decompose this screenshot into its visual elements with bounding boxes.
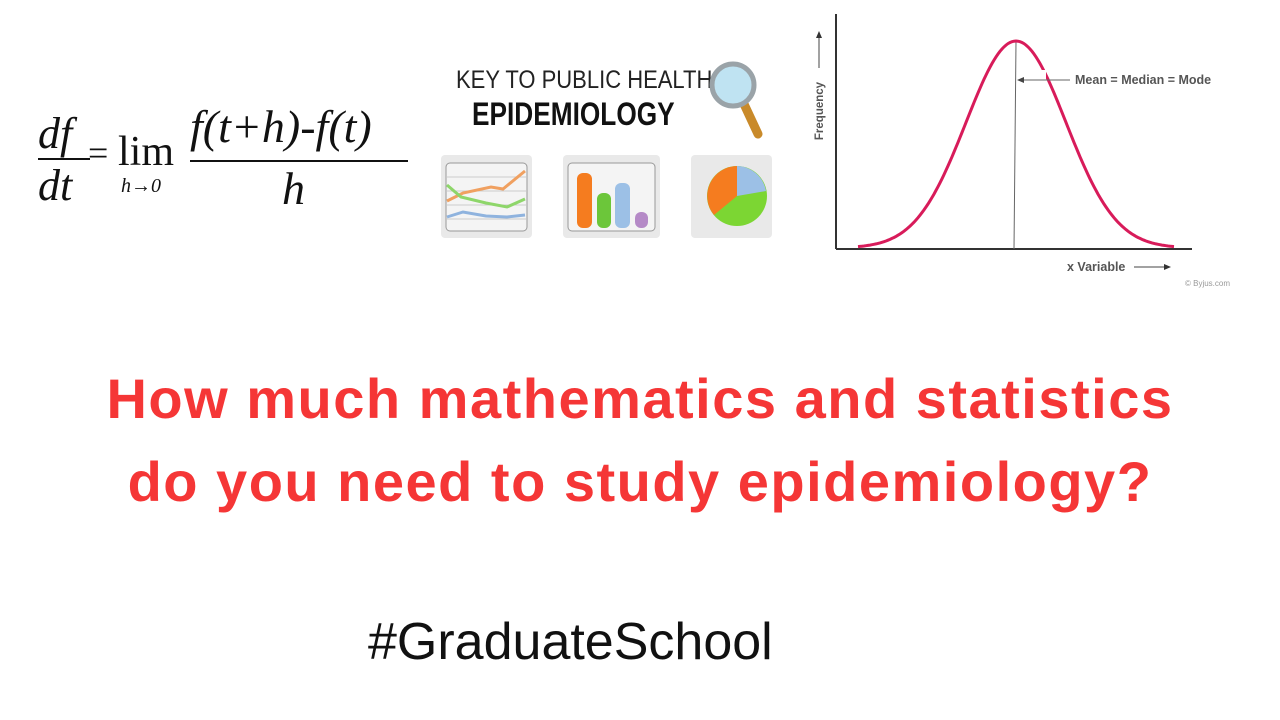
x-axis-label: x Variable (1067, 260, 1126, 274)
formula-equals: = (88, 133, 109, 173)
fraction-bar (190, 160, 408, 162)
bar-chart-icon (563, 155, 660, 238)
y-axis-label: Frequency (814, 81, 826, 141)
headline-line-1: How much mathematics and statistics (106, 367, 1174, 430)
pie-chart-icon (691, 155, 772, 238)
normal-curve-plot (816, 14, 1192, 270)
formula-lim-subscript: h→0 (121, 175, 161, 197)
line-chart-icon (441, 155, 532, 238)
headline-line-2: do you need to study epidemiology? (127, 450, 1153, 513)
mean-line (1013, 40, 1017, 250)
formula-rhs-numerator: f(t+h)-f(t) (190, 101, 372, 152)
formula-lim: lim (118, 129, 175, 175)
arrow-head-icon (1017, 77, 1024, 83)
epi-title: EPIDEMIOLOGY (472, 96, 675, 132)
formula-rhs-denominator: h (282, 163, 305, 214)
magnifier-icon (709, 61, 763, 139)
credit-text: © Byjus.com (1185, 279, 1231, 288)
arrow-up-icon (816, 31, 822, 38)
hashtag: #GraduateSchool (368, 613, 773, 671)
normal-curve (857, 39, 1175, 249)
fraction-bar (38, 158, 90, 160)
curve-gap (1032, 70, 1046, 86)
arrow-right-icon (1164, 264, 1171, 270)
mean-median-mode-label: Mean = Median = Mode (1075, 73, 1212, 87)
formula-lhs-numerator: df (38, 109, 73, 158)
epi-subtitle: KEY TO PUBLIC HEALTH: (456, 66, 719, 94)
formula-lhs-denominator: dt (38, 161, 73, 210)
